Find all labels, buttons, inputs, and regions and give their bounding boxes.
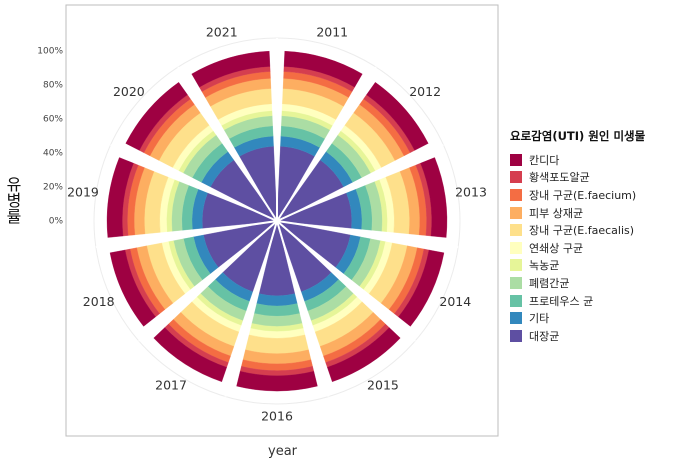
separator-line-4 — [276, 220, 416, 342]
legend-swatch — [510, 259, 522, 272]
separator-line-5 — [276, 220, 330, 397]
legend-label: 기타 — [529, 312, 550, 326]
wedge-2018-series-10 — [109, 249, 156, 327]
legend-item: 연쇄상 구균 — [510, 239, 678, 257]
separator-line-7 — [138, 220, 278, 342]
separator-line-3 — [276, 220, 459, 249]
legend-label: 피부 상재균 — [529, 206, 584, 220]
legend-item: 대장균 — [510, 327, 678, 345]
legend-swatch — [510, 171, 522, 184]
legend-label: 연쇄상 구균 — [529, 241, 584, 255]
separator-line-9 — [110, 144, 278, 222]
y-tick-60%: 60% — [43, 115, 63, 125]
category-label-2015: 2015 — [367, 377, 399, 392]
legend-swatch — [510, 241, 522, 254]
legend-title: 요로감염(UTI) 원인 미생물 — [510, 129, 646, 143]
wedge-2012-series-10 — [366, 82, 429, 151]
category-label-2013: 2013 — [455, 185, 487, 200]
legend-label: 대장균 — [529, 329, 560, 343]
separator-line-1 — [276, 66, 377, 222]
y-tick-100%: 100% — [37, 47, 63, 57]
legend-item: 장내 구균(E.faecalis) — [510, 221, 678, 239]
category-label-2012: 2012 — [409, 84, 441, 99]
y-tick-40%: 40% — [43, 149, 63, 159]
legend-label: 황색포도알균 — [529, 171, 590, 185]
y-tick-0%: 0% — [49, 217, 64, 227]
legend-swatch — [510, 312, 522, 325]
separator-line-6 — [224, 220, 278, 397]
category-label-2019: 2019 — [67, 185, 99, 200]
legend-label: 장내 구균(E.faecalis) — [529, 224, 635, 238]
wedge-2014-series-10 — [398, 249, 445, 327]
legend-label: 폐렴간균 — [529, 276, 570, 290]
wedge-2021-series-10 — [191, 51, 271, 88]
wedge-2020-series-10 — [125, 82, 188, 151]
category-label-2016: 2016 — [261, 409, 293, 424]
category-label-2020: 2020 — [113, 84, 145, 99]
legend-swatch — [510, 206, 522, 219]
legend-item: 녹농균 — [510, 257, 678, 275]
legend-label: 프로테우스 균 — [529, 294, 594, 308]
legend-label: 장내 구균(E.faecium) — [529, 188, 637, 202]
legend-swatch — [510, 153, 522, 166]
y-tick-20%: 20% — [43, 183, 63, 193]
legend-swatch — [510, 294, 522, 307]
legend-item: 기타 — [510, 309, 678, 327]
category-label-2011: 2011 — [316, 24, 348, 39]
legend-item: 피부 상재균 — [510, 204, 678, 222]
wedge-2019-series-10 — [106, 157, 134, 238]
category-label-2018: 2018 — [83, 294, 115, 309]
legend-item: 칸디다 — [510, 151, 678, 169]
legend-item: 황색포도알균 — [510, 169, 678, 187]
legend-swatch — [510, 188, 522, 201]
x-axis-label: year — [268, 444, 298, 459]
y-axis-label: 유병률 — [3, 176, 22, 224]
separator-line-8 — [95, 220, 278, 249]
legend-swatch — [510, 276, 522, 289]
legend-swatch — [510, 329, 522, 342]
category-label-2014: 2014 — [439, 294, 471, 309]
wedge-2016-series-10 — [236, 371, 318, 392]
category-label-2021: 2021 — [206, 24, 238, 39]
wedge-2015-series-10 — [327, 327, 401, 382]
wedge-2013-series-10 — [420, 157, 448, 238]
separator-line-10 — [177, 66, 278, 222]
category-label-2017: 2017 — [155, 377, 187, 392]
wedge-2017-series-10 — [153, 327, 227, 382]
legend-item: 장내 구균(E.faecium) — [510, 186, 678, 204]
legend-label: 녹농균 — [529, 259, 560, 273]
y-tick-80%: 80% — [43, 81, 63, 91]
legend-item: 폐렴간균 — [510, 274, 678, 292]
wedge-2011-series-10 — [283, 51, 363, 88]
legend-label: 칸디다 — [529, 153, 560, 167]
legend-swatch — [510, 224, 522, 237]
legend-item: 프로테우스 균 — [510, 292, 678, 310]
separator-line-2 — [276, 144, 444, 222]
